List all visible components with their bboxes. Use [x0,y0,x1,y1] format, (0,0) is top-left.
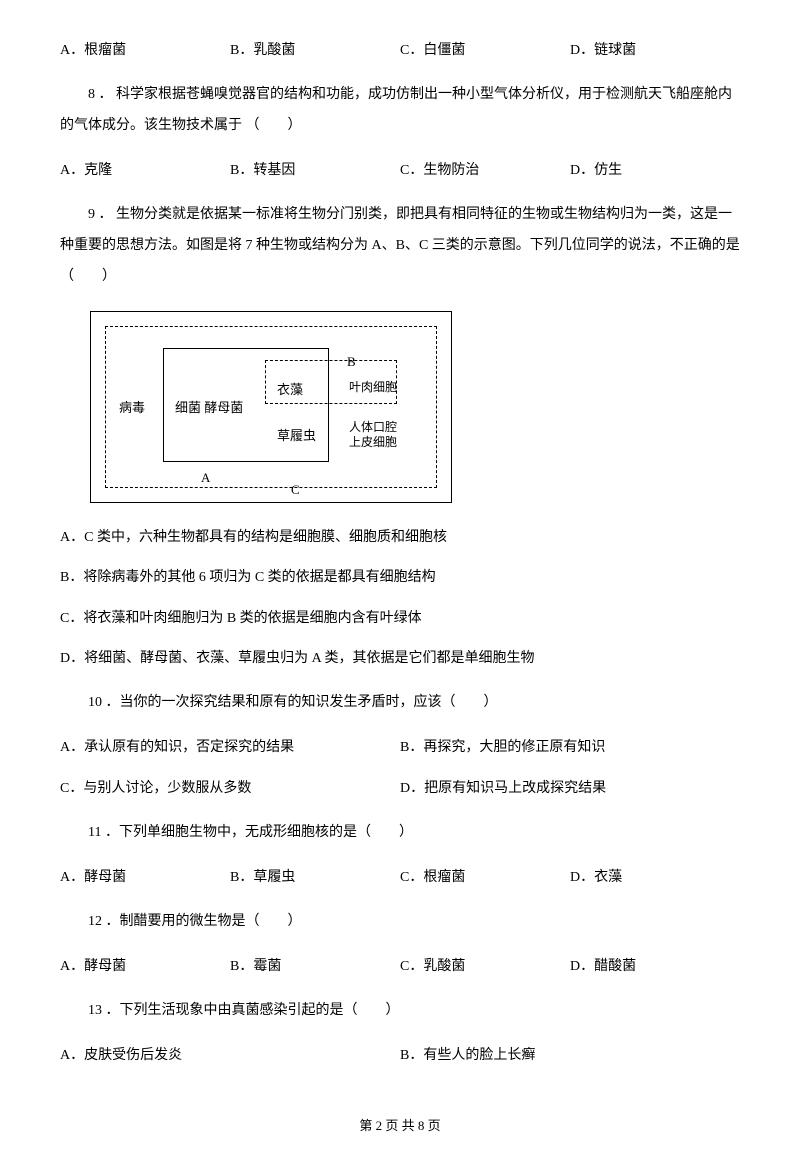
q12-option-c: C．乳酸菌 [400,956,570,978]
q12-stem: 12 ．制醋要用的微生物是（ ） [60,907,740,938]
q10-stem: 10 ．当你的一次探究结果和原有的知识发生矛盾时，应该（ ） [60,688,740,719]
q7-option-c: C．白僵菌 [400,40,570,62]
diagram-mouth-cell-line2: 上皮细胞 [349,435,397,451]
q12-option-d: D．醋酸菌 [570,956,740,978]
q10-option-c: C．与别人讨论，少数服从多数 [60,778,400,800]
diagram-a-row: 细菌 酵母菌 [175,398,243,419]
q8-option-a: A．克隆 [60,160,230,182]
q8-option-b: B．转基因 [230,160,400,182]
q8-option-c: C．生物防治 [400,160,570,182]
diagram-caolv-label: 草履虫 [277,426,316,447]
q7-option-b: B．乳酸菌 [230,40,400,62]
q11-option-b: B．草履虫 [230,867,400,889]
q9-option-b: B．将除病毒外的其他 6 项归为 C 类的依据是都具有细胞结构 [60,567,740,589]
diagram-c-label: C [291,480,300,501]
diagram-virus-label: 病毒 [119,398,145,419]
q9-option-a: A．C 类中，六种生物都具有的结构是细胞膜、细胞质和细胞核 [60,527,740,549]
page-content: A．根瘤菌 B．乳酸菌 C．白僵菌 D．链球菌 8 ． 科学家根据苍蝇嗅觉器官的… [0,0,800,1115]
q9-diagram: 病毒 细菌 酵母菌 衣藻 草履虫 B 叶肉细胞 人体口腔 上皮细胞 A C [90,311,452,503]
page-footer: 第 2 页 共 8 页 [0,1115,800,1154]
q8-stem: 8 ． 科学家根据苍蝇嗅觉器官的结构和功能，成功仿制出一种小型气体分析仪，用于检… [60,80,740,142]
diagram-leaf-cell-label: 叶肉细胞 [349,378,397,397]
q9-stem: 9 ． 生物分类就是依据某一标准将生物分门别类，即把具有相同特征的生物或生物结构… [60,200,740,292]
diagram-a-label: A [201,468,210,489]
q11-option-d: D．衣藻 [570,867,740,889]
diagram-mouth-cell-line1: 人体口腔 [349,420,397,436]
q10-options-row2: C．与别人讨论，少数服从多数 D．把原有知识马上改成探究结果 [60,778,740,800]
q11-options: A．酵母菌 B．草履虫 C．根瘤菌 D．衣藻 [60,867,740,889]
q10-option-d: D．把原有知识马上改成探究结果 [400,778,740,800]
q13-options-row1: A．皮肤受伤后发炎 B．有些人的脸上长癣 [60,1045,740,1067]
q13-stem: 13 ．下列生活现象中由真菌感染引起的是（ ） [60,996,740,1027]
q10-option-a: A．承认原有的知识，否定探究的结果 [60,737,400,759]
q11-option-a: A．酵母菌 [60,867,230,889]
q9-option-c: C．将衣藻和叶肉细胞归为 B 类的依据是细胞内含有叶绿体 [60,608,740,630]
q13-option-a: A．皮肤受伤后发炎 [60,1045,400,1067]
q7-option-a: A．根瘤菌 [60,40,230,62]
q7-option-d: D．链球菌 [570,40,740,62]
diagram-b-label: B [347,352,356,373]
diagram-mouth-cell-label: 人体口腔 上皮细胞 [349,420,397,451]
q7-options: A．根瘤菌 B．乳酸菌 C．白僵菌 D．链球菌 [60,40,740,62]
q11-stem: 11 ．下列单细胞生物中，无成形细胞核的是（ ） [60,818,740,849]
q9-option-d: D．将细菌、酵母菌、衣藻、草履虫归为 A 类，其依据是它们都是单细胞生物 [60,648,740,670]
q12-option-a: A．酵母菌 [60,956,230,978]
q12-option-b: B．霉菌 [230,956,400,978]
q11-option-c: C．根瘤菌 [400,867,570,889]
q8-option-d: D．仿生 [570,160,740,182]
q8-options: A．克隆 B．转基因 C．生物防治 D．仿生 [60,160,740,182]
q13-option-b: B．有些人的脸上长癣 [400,1045,740,1067]
q10-options-row1: A．承认原有的知识，否定探究的结果 B．再探究，大胆的修正原有知识 [60,737,740,759]
q12-options: A．酵母菌 B．霉菌 C．乳酸菌 D．醋酸菌 [60,956,740,978]
q10-option-b: B．再探究，大胆的修正原有知识 [400,737,740,759]
